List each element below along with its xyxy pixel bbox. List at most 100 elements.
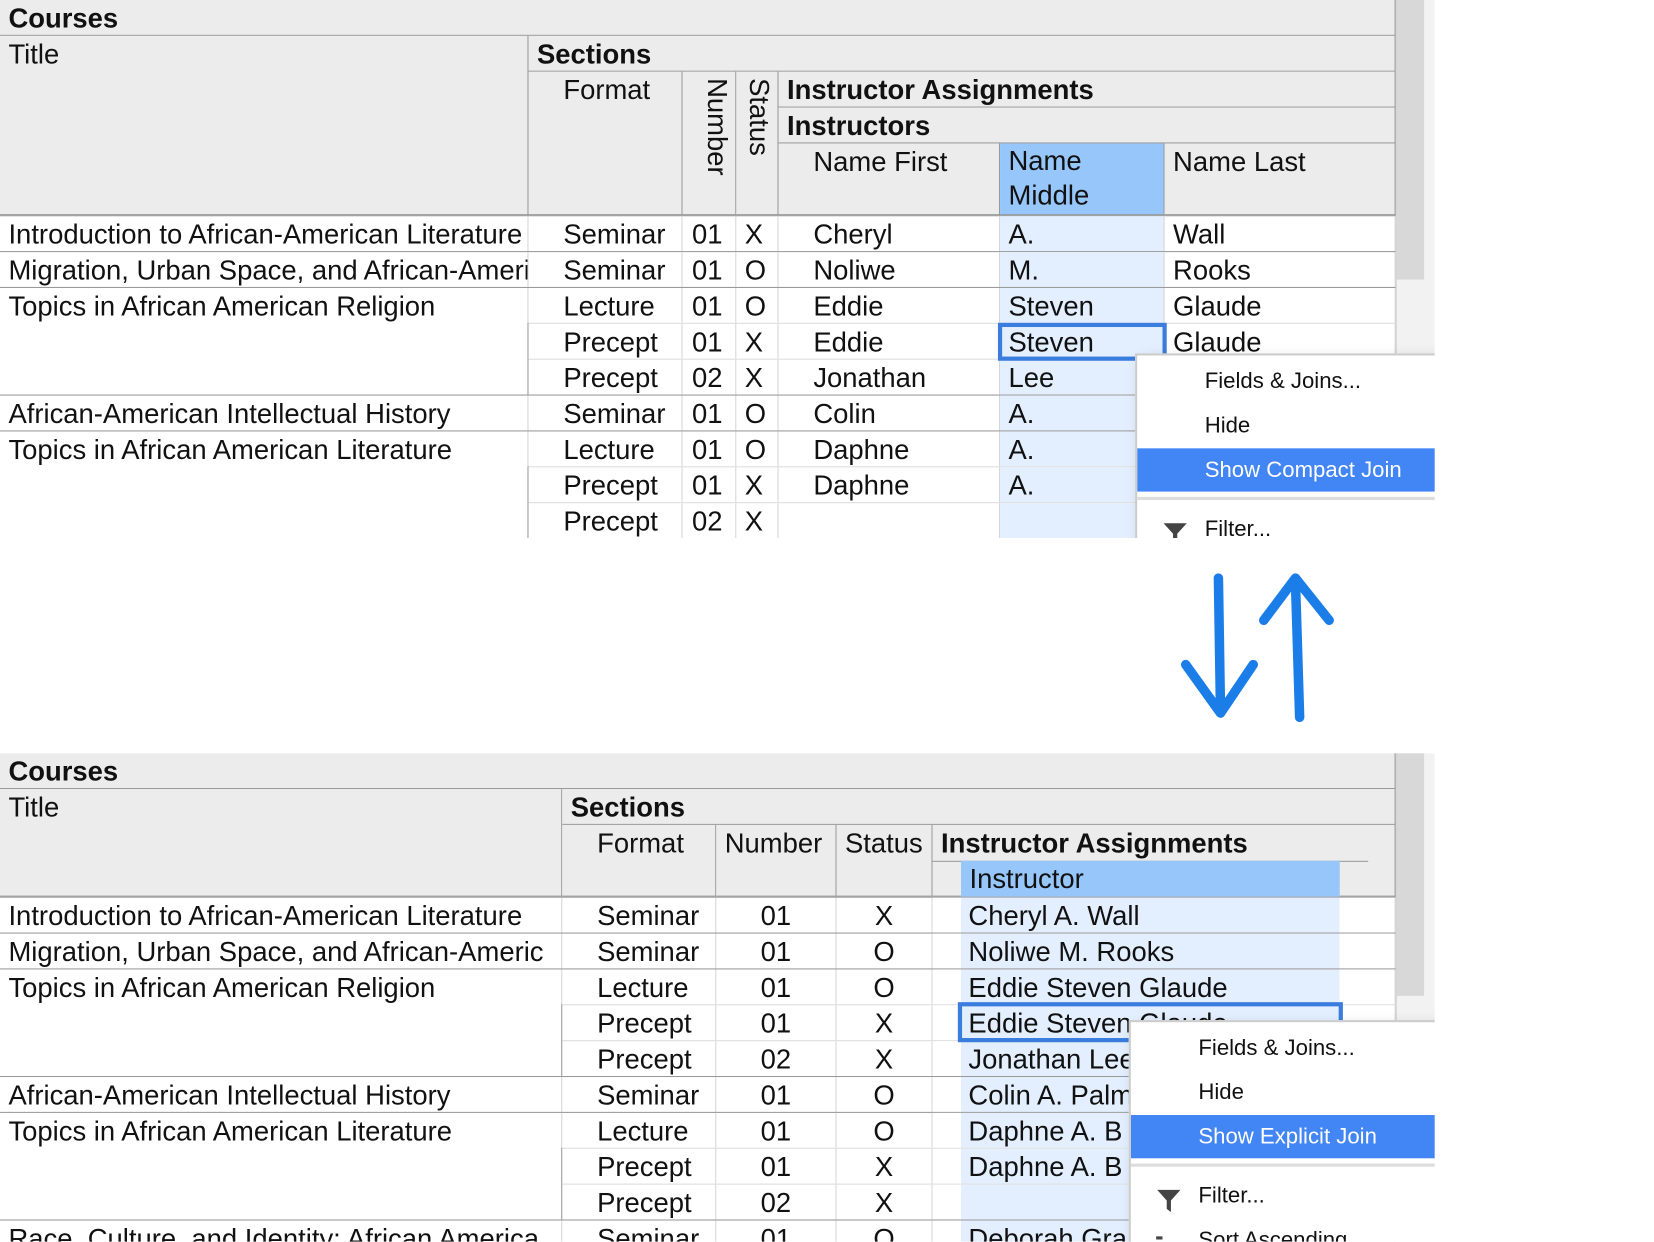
table-cell[interactable]: 01 [716,1005,837,1041]
table-cell[interactable]: Precept [562,1005,717,1041]
table-cell[interactable]: Introduction to African-American Literat… [0,216,529,252]
table-cell[interactable]: 01 [683,323,737,359]
table-cell[interactable]: Cheryl [779,216,1001,252]
table-cell[interactable]: Lecture [562,1112,717,1148]
table-cell[interactable]: Migration, Urban Space, and African-Amer… [0,933,563,969]
column-header-format[interactable]: Format [528,71,683,216]
table-cell[interactable]: Precept [562,1041,717,1076]
column-header-name-middle[interactable]: Name Middle [1000,143,1165,216]
table-cell[interactable]: O [736,287,779,323]
table-cell[interactable]: Seminar [529,395,683,431]
table-cell[interactable]: Topics in African American Religion [0,287,529,323]
table-cell[interactable]: O [837,969,933,1005]
table-cell[interactable]: 01 [716,969,837,1005]
table-cell[interactable]: 01 [716,1112,837,1148]
table-cell[interactable]: Seminar [562,897,717,933]
table-cell[interactable]: O [837,1112,933,1148]
column-header-status[interactable]: Status [736,71,779,216]
table-cell[interactable]: X [736,467,779,503]
table-cell[interactable]: 02 [716,1184,837,1220]
table-cell[interactable]: Glaude [1165,323,1396,359]
table-cell[interactable]: X [837,1041,933,1076]
table-cell[interactable]: 01 [683,467,737,503]
menu-item-hide[interactable]: HideCtrl+Shift+K [1131,1071,1435,1114]
table-cell[interactable]: Introduction to African-American Literat… [0,897,563,933]
column-header-format[interactable]: Format [562,824,717,897]
table-cell[interactable]: 01 [716,1220,837,1242]
table-cell[interactable]: 02 [683,503,737,538]
table-cell[interactable]: Steven [1000,287,1165,323]
menu-item-show-compact-join[interactable]: Show Compact Join [1137,448,1435,492]
table-cell[interactable]: 01 [683,431,737,467]
column-header-name-first[interactable]: Name First [778,143,1001,216]
table-cell[interactable]: Migration, Urban Space, and African-Amer… [0,252,529,287]
table-cell[interactable]: O [736,431,779,467]
menu-item-fields-joins[interactable]: Fields & Joins...Ctrl+K [1131,1026,1435,1069]
table-cell[interactable]: Jonathan [779,359,1001,395]
table-cell[interactable]: 01 [683,395,737,431]
table-cell[interactable]: Seminar [562,1077,717,1112]
column-header-status[interactable]: Status [836,824,933,897]
table-cell[interactable]: Seminar [562,933,717,969]
table-cell[interactable]: 01 [716,1077,837,1112]
table-cell[interactable]: X [736,359,779,395]
table-cell[interactable]: 01 [683,287,737,323]
table-cell[interactable]: Seminar [562,1220,717,1242]
table-cell[interactable]: Glaude [1165,287,1396,323]
table-cell[interactable]: O [837,933,933,969]
column-header-number[interactable]: Number [682,71,737,216]
table-cell[interactable]: O [736,395,779,431]
table-cell[interactable]: M. [1000,252,1165,287]
table-cell[interactable]: Topics in African American Literature [0,431,529,467]
table-cell[interactable]: Precept [562,1148,717,1184]
scrollbar-thumb[interactable] [1396,753,1425,996]
column-header-instructor[interactable]: Instructor [961,860,1340,897]
table-cell[interactable]: Topics in African American Literature [0,1112,563,1148]
table-cell[interactable]: African-American Intellectual History [0,395,529,431]
table-cell[interactable] [779,503,1001,538]
table-cell[interactable]: 02 [716,1041,837,1076]
table-cell[interactable]: Race, Culture, and Identity: African Ame… [0,1220,563,1242]
table-cell[interactable]: Cheryl A. Wall [932,897,1396,933]
table-cell[interactable]: Daphne [779,467,1001,503]
table-cell[interactable]: Seminar [529,216,683,252]
column-header-number[interactable]: Number [716,824,837,897]
menu-item-show-explicit-join[interactable]: Show Explicit Join [1130,1115,1435,1159]
table-cell[interactable]: O [736,252,779,287]
table-cell[interactable]: Daphne [779,431,1001,467]
column-header-title[interactable]: Title [0,35,529,216]
table-cell[interactable]: 01 [716,897,837,933]
table-cell[interactable]: Steven [1000,323,1165,359]
table-cell[interactable]: Precept [529,503,683,538]
table-cell[interactable]: X [837,1184,933,1220]
table-cell[interactable]: X [736,216,779,252]
table-cell[interactable]: 01 [683,216,737,252]
table-cell[interactable]: Precept [529,359,683,395]
table-cell[interactable]: Lecture [529,287,683,323]
table-cell[interactable]: X [736,323,779,359]
table-cell[interactable]: A. [1000,216,1165,252]
menu-item-sort-ascending[interactable]: Sort Ascending [1131,1218,1435,1242]
table-cell[interactable]: Precept [529,467,683,503]
table-cell[interactable]: 02 [683,359,737,395]
table-cell[interactable]: Precept [529,323,683,359]
table-cell[interactable]: X [736,503,779,538]
table-cell[interactable]: Noliwe M. Rooks [932,933,1396,969]
table-cell[interactable]: Topics in African American Religion [0,969,563,1005]
table-cell[interactable]: Seminar [529,252,683,287]
menu-item-hide[interactable]: HideCtrl+Shift+K [1137,404,1434,447]
table-cell[interactable]: Noliwe [779,252,1001,287]
table-cell[interactable]: Eddie [779,323,1001,359]
table-cell[interactable]: O [837,1077,933,1112]
column-header-name-last[interactable]: Name Last [1164,143,1396,216]
table-cell[interactable]: Precept [562,1184,717,1220]
table-cell[interactable]: 01 [716,1148,837,1184]
menu-item-filter[interactable]: Filter...Ctrl+L [1131,1174,1435,1217]
table-cell[interactable]: X [837,1148,933,1184]
scrollbar-thumb[interactable] [1396,0,1425,280]
menu-item-fields-joins[interactable]: Fields & Joins...Ctrl+K [1137,360,1434,403]
table-cell[interactable]: Lecture [562,969,717,1005]
table-cell[interactable]: X [837,1005,933,1041]
table-cell[interactable]: Lecture [529,431,683,467]
table-cell[interactable]: Eddie Steven Glaude [932,969,1396,1005]
